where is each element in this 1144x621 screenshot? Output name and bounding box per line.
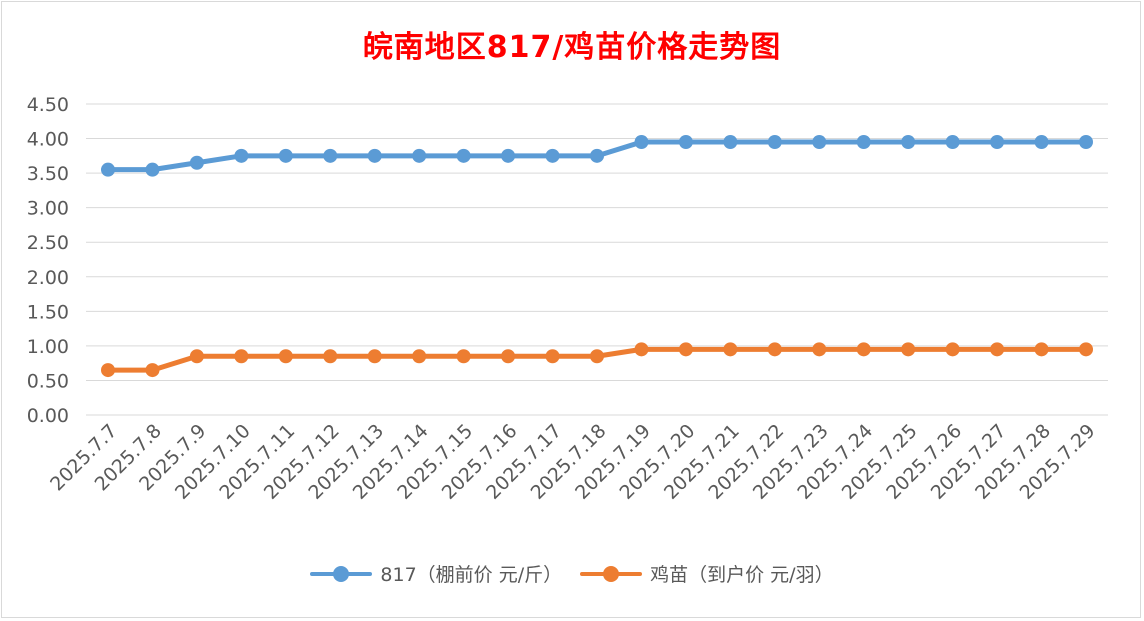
data-point[interactable] (456, 148, 471, 163)
data-point[interactable] (145, 363, 160, 378)
y-tick-label: 2.50 (27, 232, 69, 254)
data-point[interactable] (545, 148, 560, 163)
data-point[interactable] (101, 363, 115, 378)
data-point[interactable] (278, 349, 293, 364)
y-tick-label: 2.00 (27, 267, 69, 289)
data-point[interactable] (812, 342, 827, 357)
y-tick-label: 1.50 (27, 301, 69, 323)
legend-swatch-chick (580, 564, 643, 584)
data-point[interactable] (545, 349, 560, 364)
legend-label-817: 817（棚前价 元/斤） (380, 564, 563, 586)
data-point[interactable] (1079, 135, 1093, 150)
data-point[interactable] (501, 349, 516, 364)
legend: 817（棚前价 元/斤） 鸡苗（到户价 元/羽） (0, 560, 1144, 587)
data-point[interactable] (856, 342, 871, 357)
y-tick-label: 0.50 (27, 370, 69, 392)
data-point[interactable] (189, 349, 204, 364)
data-point[interactable] (723, 342, 738, 357)
data-point[interactable] (723, 135, 738, 150)
data-point[interactable] (812, 135, 827, 150)
series-group (101, 135, 1093, 378)
data-point[interactable] (234, 349, 249, 364)
y-axis-ticks: 0.00 0.50 1.00 1.50 2.00 2.50 3.00 3.50 4.00 4.50 (27, 94, 69, 427)
data-point[interactable] (323, 148, 338, 163)
data-point[interactable] (189, 155, 204, 170)
legend-label-chick: 鸡苗（到户价 元/羽） (650, 564, 834, 586)
data-point[interactable] (856, 135, 871, 150)
data-point[interactable] (901, 135, 916, 150)
legend-item-chick[interactable]: 鸡苗（到户价 元/羽） (580, 560, 834, 587)
data-point[interactable] (990, 342, 1005, 357)
data-point[interactable] (901, 342, 916, 357)
data-point[interactable] (412, 349, 427, 364)
data-point[interactable] (367, 349, 382, 364)
y-tick-label: 4.00 (27, 129, 69, 151)
data-point[interactable] (367, 148, 382, 163)
data-point[interactable] (278, 148, 293, 163)
data-point[interactable] (234, 148, 249, 163)
data-point[interactable] (945, 342, 960, 357)
data-point[interactable] (590, 349, 604, 364)
x-axis-ticks: 2025.7.72025.7.82025.7.92025.7.102025.7.… (46, 420, 1099, 504)
data-point[interactable] (634, 342, 649, 357)
data-point[interactable] (145, 162, 160, 177)
data-point[interactable] (767, 342, 782, 357)
series-1 (101, 342, 1093, 378)
y-tick-label: 1.00 (27, 336, 69, 358)
data-point[interactable] (412, 148, 427, 163)
chart-title: 皖南地区817/鸡苗价格走势图 (362, 30, 782, 65)
data-point[interactable] (990, 135, 1005, 150)
data-point[interactable] (767, 135, 782, 150)
series-0 (101, 135, 1093, 177)
data-point[interactable] (945, 135, 960, 150)
data-point[interactable] (1034, 135, 1049, 150)
data-point[interactable] (1034, 342, 1049, 357)
data-point[interactable] (101, 162, 115, 177)
data-point[interactable] (590, 148, 604, 163)
data-point[interactable] (678, 342, 693, 357)
y-tick-label: 4.50 (27, 94, 69, 116)
data-point[interactable] (1079, 342, 1093, 357)
data-point[interactable] (456, 349, 471, 364)
y-tick-label: 3.50 (27, 163, 69, 185)
grid-lines (86, 103, 1108, 416)
y-tick-label: 3.00 (27, 198, 69, 220)
legend-swatch-817 (310, 564, 373, 584)
data-point[interactable] (323, 349, 338, 364)
data-point[interactable] (634, 135, 649, 150)
data-point[interactable] (678, 135, 693, 150)
y-tick-label: 0.00 (27, 405, 69, 427)
data-point[interactable] (501, 148, 516, 163)
legend-item-817[interactable]: 817（棚前价 元/斤） (310, 560, 562, 587)
